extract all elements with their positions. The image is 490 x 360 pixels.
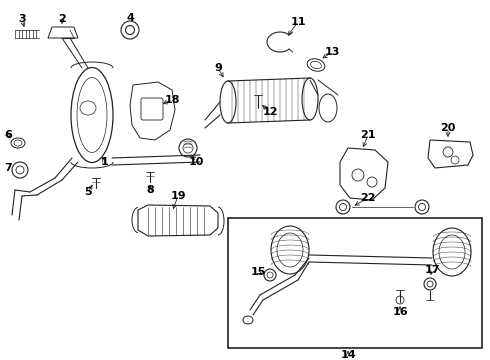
Text: 1: 1 (101, 157, 109, 167)
Text: 17: 17 (424, 265, 440, 275)
Text: 8: 8 (146, 185, 154, 195)
Text: 10: 10 (188, 157, 204, 167)
Text: 2: 2 (58, 14, 66, 24)
Text: 11: 11 (290, 17, 306, 27)
Text: 19: 19 (170, 191, 186, 201)
Text: 6: 6 (4, 130, 12, 140)
Text: 7: 7 (4, 163, 12, 173)
Text: 18: 18 (164, 95, 180, 105)
Text: 15: 15 (250, 267, 266, 277)
Text: 3: 3 (18, 14, 26, 24)
Text: 4: 4 (126, 13, 134, 23)
Text: 5: 5 (84, 187, 92, 197)
Text: 13: 13 (324, 47, 340, 57)
Text: 16: 16 (392, 307, 408, 317)
Bar (228, 218, 482, 348)
Text: 20: 20 (441, 123, 456, 133)
Text: 9: 9 (214, 63, 222, 73)
Text: 21: 21 (360, 130, 376, 140)
Text: 14: 14 (340, 350, 356, 360)
Text: 12: 12 (262, 107, 278, 117)
Text: 22: 22 (360, 193, 376, 203)
